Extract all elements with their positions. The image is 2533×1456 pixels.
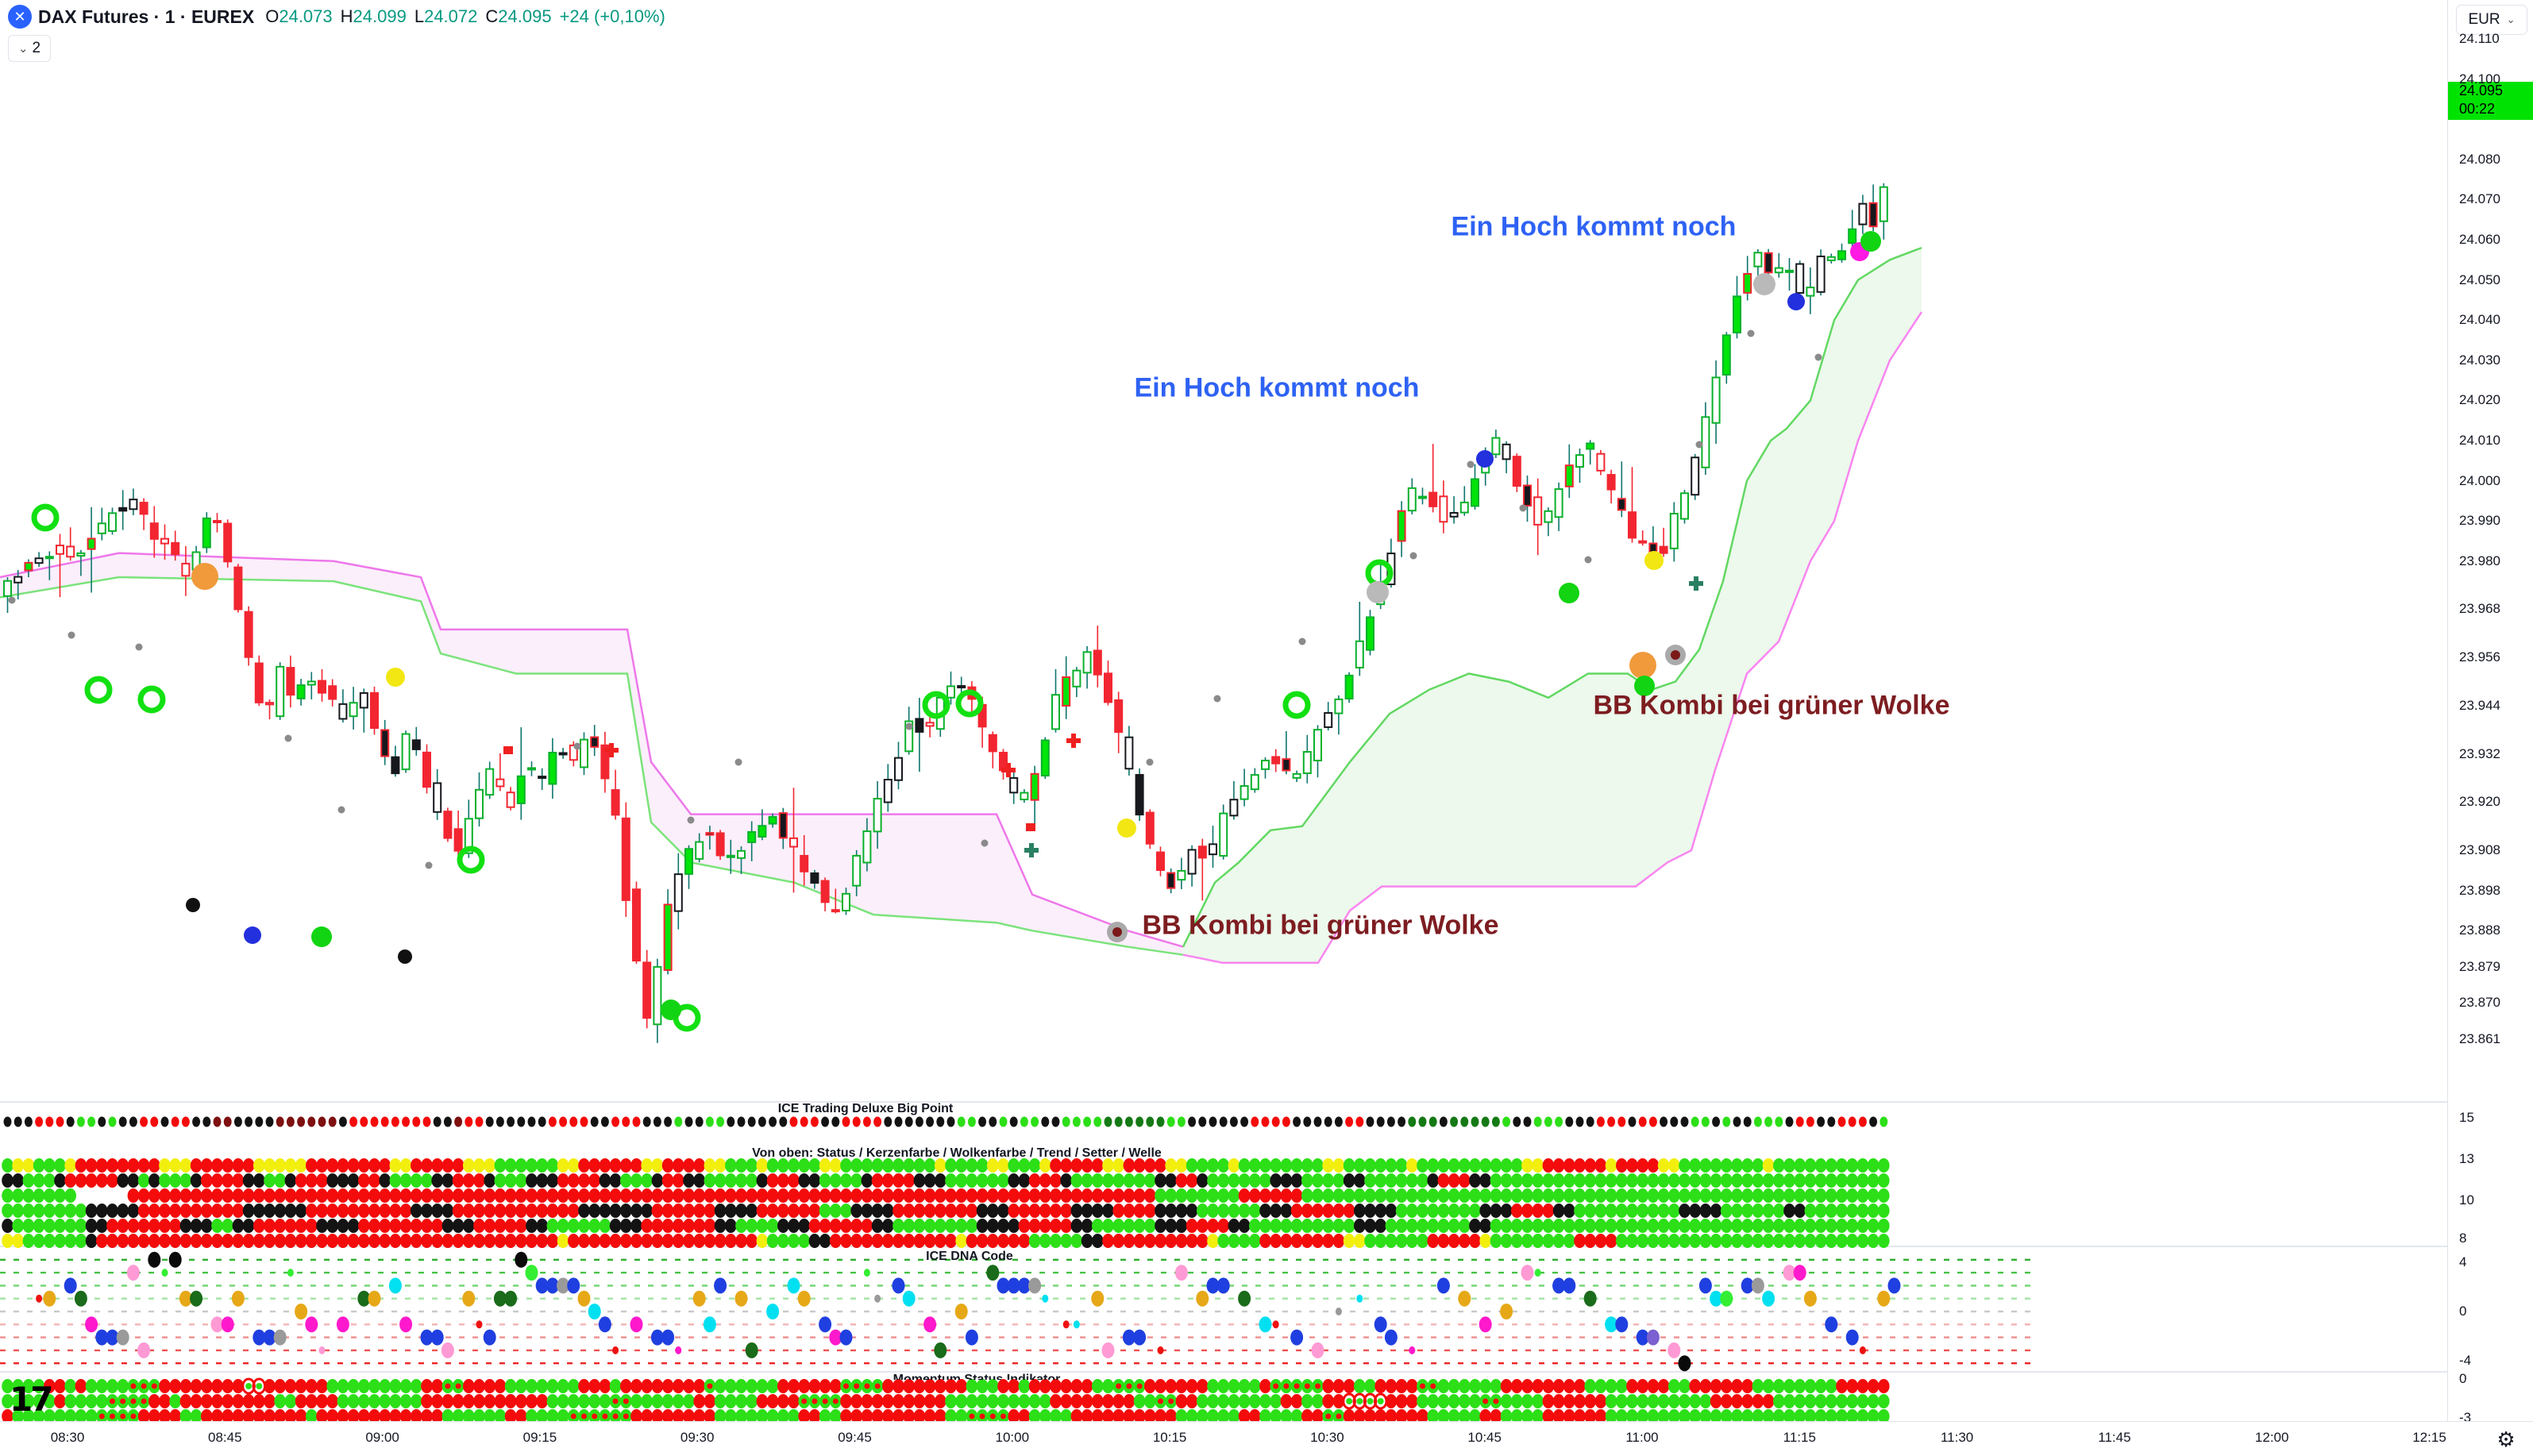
price-axis[interactable]: EUR ⌄ 24.095 00:22 24.110 24.100 24.080 24.… xyxy=(2447,0,2533,1425)
time-axis-label: 11:15 xyxy=(1783,1430,1816,1445)
price-axis-label: 24.040 xyxy=(2459,312,2500,327)
time-axis-label: 10:30 xyxy=(1310,1430,1344,1445)
chevron-down-icon: ⌄ xyxy=(17,42,29,56)
price-axis-label: 23.980 xyxy=(2459,553,2500,568)
low-value: 24.072 xyxy=(424,6,478,26)
time-axis-label: 11:45 xyxy=(2098,1430,2131,1445)
price-axis-label: -4 xyxy=(2459,1353,2472,1368)
close-label: C xyxy=(485,6,499,26)
price-axis-label: 24.060 xyxy=(2459,232,2500,247)
currency-selector-button[interactable]: EUR ⌄ xyxy=(2456,5,2527,35)
pane-title-momentum: Momentum Status Indikator xyxy=(893,1373,1061,1380)
price-axis-label: 15 xyxy=(2459,1110,2474,1125)
currency-label: EUR xyxy=(2468,11,2500,28)
chart-text-annotation[interactable]: Ein Hoch kommt noch xyxy=(1451,211,1737,242)
price-axis-label: 24.080 xyxy=(2459,152,2500,167)
price-axis-label: 0 xyxy=(2459,1304,2467,1319)
time-axis-label: 08:30 xyxy=(50,1430,85,1445)
time-axis-label: 09:30 xyxy=(680,1430,715,1445)
price-axis-label: 13 xyxy=(2459,1151,2474,1166)
low-label: L xyxy=(414,6,425,26)
change-value: +24 (+0,10%) xyxy=(559,6,665,26)
symbol-logo-icon: ✕ xyxy=(8,5,32,29)
price-axis-label: 24.020 xyxy=(2459,392,2500,407)
price-axis-label: 23.990 xyxy=(2459,513,2500,528)
time-axis-label: 09:45 xyxy=(838,1430,872,1445)
bar-countdown: 00:22 xyxy=(2459,101,2496,117)
time-axis[interactable]: ⚙ 08:30 08:45 09:00 09:15 09:30 09:45 10:00 10:… xyxy=(0,1421,2533,1456)
price-axis-label: 23.888 xyxy=(2459,923,2500,938)
high-label: H xyxy=(340,6,353,26)
chart-text-annotation[interactable]: BB Kombi bei grüner Wolke xyxy=(1593,690,1950,721)
indicator-count-button[interactable]: ⌄ 2 xyxy=(8,35,51,62)
time-axis-label: 10:00 xyxy=(995,1430,1030,1445)
price-axis-label: 23.956 xyxy=(2459,649,2500,664)
pane-title-dna-code: ICE DNA Code xyxy=(926,1250,1013,1263)
price-axis-label: 23.944 xyxy=(2459,698,2500,713)
last-price-badge: 24.095 00:22 xyxy=(2448,82,2533,120)
price-axis-label: 23.908 xyxy=(2459,842,2500,857)
chart-canvas[interactable] xyxy=(0,0,2447,1421)
tradingview-logo: 17 xyxy=(10,1380,53,1419)
price-axis-label: 23.968 xyxy=(2459,601,2500,616)
price-axis-label: 24.070 xyxy=(2459,191,2500,206)
time-axis-label: 10:15 xyxy=(1152,1430,1187,1445)
price-axis-label: 4 xyxy=(2459,1254,2467,1269)
price-axis-label: 10 xyxy=(2459,1192,2474,1208)
price-axis-label: 23.932 xyxy=(2459,746,2500,761)
price-axis-label: 23.879 xyxy=(2459,959,2500,974)
open-label: O xyxy=(265,6,280,26)
chevron-down-icon: ⌄ xyxy=(2506,13,2516,25)
price-axis-label: 8 xyxy=(2459,1231,2467,1246)
price-axis-label: 23.870 xyxy=(2459,995,2500,1010)
high-value: 24.099 xyxy=(353,6,407,26)
time-axis-label: 10:45 xyxy=(1467,1430,1502,1445)
symbol-name[interactable]: DAX Futures · 1 · EUREX xyxy=(38,6,255,27)
chart-text-annotation[interactable]: BB Kombi bei grüner Wolke xyxy=(1142,910,1499,941)
open-value: 24.073 xyxy=(279,6,333,26)
time-axis-label: 12:00 xyxy=(2254,1430,2289,1445)
pane-title-big-point: ICE Trading Deluxe Big Point xyxy=(777,1102,954,1115)
settings-gear-icon[interactable]: ⚙ xyxy=(2496,1427,2516,1451)
time-axis-label: 08:45 xyxy=(208,1430,242,1445)
time-axis-label: 11:30 xyxy=(1940,1430,1974,1445)
symbol-header[interactable]: ✕ DAX Futures · 1 · EUREX O24.073 H24.09… xyxy=(8,5,665,29)
price-axis-label: 24.000 xyxy=(2459,473,2500,488)
price-axis-label: 24.030 xyxy=(2459,352,2500,368)
indicator-count-label: 2 xyxy=(32,40,41,56)
price-axis-label: 24.110 xyxy=(2459,31,2500,46)
ohlc-values: O24.073 H24.099 L24.072 C24.095 +24 (+0,… xyxy=(265,6,665,27)
last-price-value: 24.095 xyxy=(2459,83,2504,98)
time-axis-label: 09:15 xyxy=(522,1430,557,1445)
pane-subtitle-big-point: Von oben: Status / Kerzenfarbe / Wolkenf… xyxy=(752,1146,1162,1160)
time-axis-label: 09:00 xyxy=(365,1430,399,1445)
price-axis-label: 23.861 xyxy=(2459,1031,2500,1046)
price-axis-label: 24.010 xyxy=(2459,433,2500,448)
close-value: 24.095 xyxy=(498,6,552,26)
price-axis-label: 24.100 xyxy=(2459,71,2500,87)
chart-text-annotation[interactable]: Ein Hoch kommt noch xyxy=(1134,372,1420,403)
price-axis-label: 0 xyxy=(2459,1371,2467,1386)
time-axis-label: 12:15 xyxy=(2412,1430,2446,1445)
price-axis-label: 23.920 xyxy=(2459,794,2500,809)
time-axis-label: 11:00 xyxy=(1625,1430,1659,1445)
price-axis-label: 24.050 xyxy=(2459,272,2500,287)
price-axis-label: 23.898 xyxy=(2459,883,2500,898)
